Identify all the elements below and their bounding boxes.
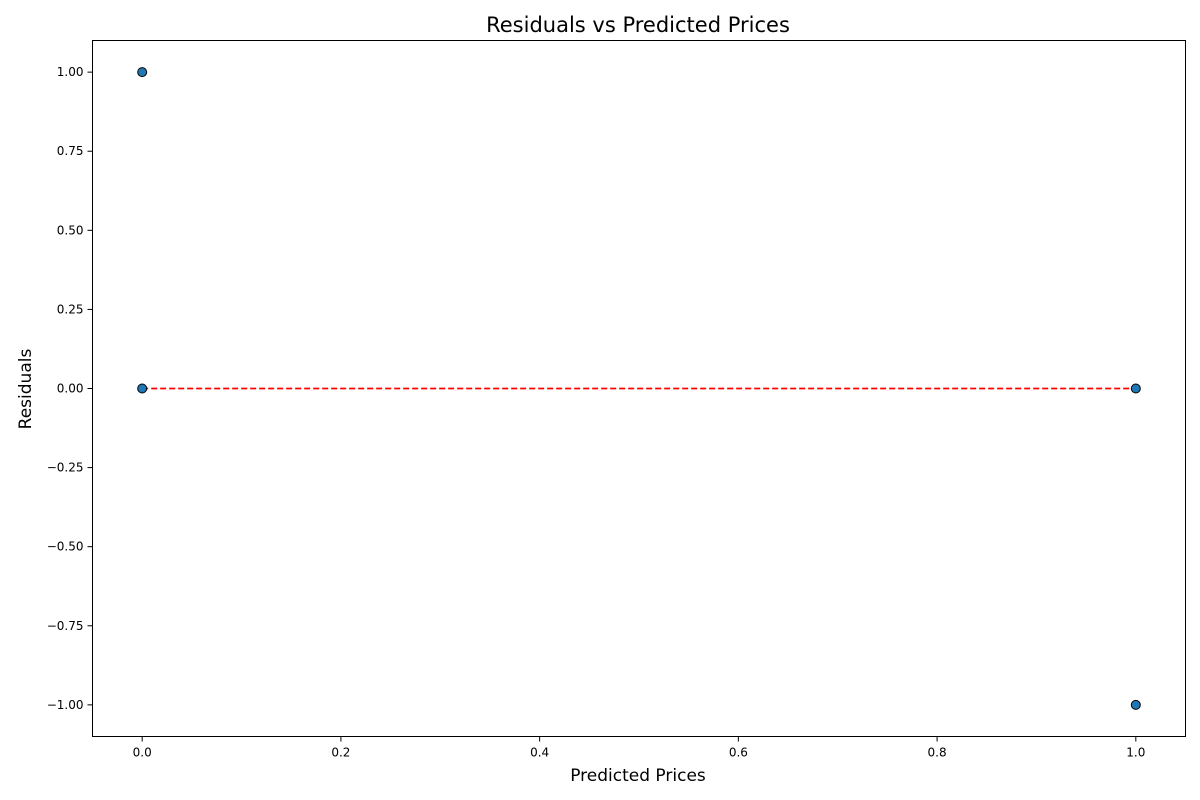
y-tick-label: 0.50 — [57, 223, 84, 237]
scatter-point — [1130, 699, 1141, 710]
x-tick-label: 0.6 — [729, 746, 748, 760]
data-points — [137, 67, 1141, 710]
scatter-point — [137, 67, 148, 78]
y-tick-label: 1.00 — [57, 65, 84, 79]
y-tick-label: 0.00 — [57, 382, 84, 396]
x-tick-label: 0.4 — [530, 746, 549, 760]
y-tick-label: −1.00 — [47, 698, 84, 712]
scatter-point — [137, 383, 148, 394]
x-axis-label: Predicted Prices — [570, 766, 706, 786]
scatter-point — [1130, 383, 1141, 394]
x-tick-label: 1.0 — [1126, 746, 1145, 760]
y-tick-label: 0.75 — [57, 144, 84, 158]
x-tick-label: 0.8 — [928, 746, 947, 760]
y-tick-label: −0.50 — [47, 540, 84, 554]
x-axis: 0.0 0.2 0.4 0.6 0.8 1.0 — [133, 736, 1145, 760]
y-tick-label: 0.25 — [57, 302, 84, 316]
x-tick-label: 0.0 — [133, 746, 152, 760]
x-tick-label: 0.2 — [331, 746, 350, 760]
y-tick-label: −0.25 — [47, 461, 84, 475]
y-axis-label: Residuals — [16, 349, 36, 430]
chart-title: Residuals vs Predicted Prices — [486, 13, 790, 37]
y-axis: −1.00 −0.75 −0.50 −0.25 0.00 0.25 0.50 0.75 1.00 — [47, 65, 93, 712]
y-tick-label: −0.75 — [47, 619, 84, 633]
